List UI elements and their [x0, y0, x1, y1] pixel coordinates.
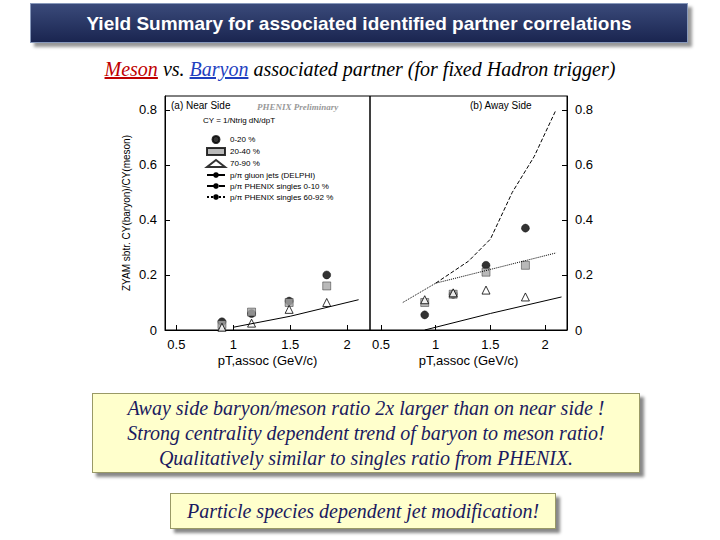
- svg-text:1: 1: [432, 337, 439, 352]
- svg-text:pT,assoc (GeV/c): pT,assoc (GeV/c): [419, 353, 519, 368]
- svg-text:1: 1: [230, 337, 237, 352]
- svg-text:0.5: 0.5: [372, 337, 390, 352]
- svg-text:1.5: 1.5: [281, 337, 299, 352]
- svg-text:0-20 %: 0-20 %: [230, 135, 255, 144]
- svg-text:0.2: 0.2: [575, 267, 593, 282]
- svg-text:0.6: 0.6: [575, 157, 593, 172]
- svg-text:p/π PHENIX singles 0-10 %: p/π PHENIX singles 0-10 %: [230, 182, 329, 191]
- svg-text:0.2: 0.2: [139, 267, 157, 282]
- svg-text:20-40 %: 20-40 %: [230, 147, 260, 156]
- svg-text:2: 2: [541, 337, 548, 352]
- svg-text:2: 2: [344, 337, 351, 352]
- svg-text:pT,assoc (GeV/c): pT,assoc (GeV/c): [218, 353, 318, 368]
- html-text:Away side baryon/meson ratio 2: Away side baryon/meson ratio 2x larger t…: [127, 397, 605, 419]
- svg-text:0.8: 0.8: [575, 102, 593, 117]
- svg-text:0.6: 0.6: [139, 157, 157, 172]
- svg-text:1.5: 1.5: [481, 337, 499, 352]
- svg-text:ZYAM sbtr. CY(baryon)/CY(meson: ZYAM sbtr. CY(baryon)/CY(meson): [121, 135, 132, 291]
- html-text:Strong centrality dependent tr: Strong centrality dependent trend of bar…: [127, 422, 605, 444]
- svg-text:0.4: 0.4: [139, 212, 157, 227]
- svg-text:(a) Near Side: (a) Near Side: [171, 100, 231, 111]
- svg-text:0.4: 0.4: [575, 212, 593, 227]
- svg-text:70-90 %: 70-90 %: [230, 159, 260, 168]
- svg-text:CY = 1/Ntrig dN/dpT: CY = 1/Ntrig dN/dpT: [203, 116, 275, 125]
- svg-text:PHENIX Preliminary: PHENIX Preliminary: [257, 102, 339, 112]
- svg-text:0: 0: [575, 323, 582, 338]
- html-text:Particle species dependent jet: Particle species dependent jet modificat…: [186, 500, 540, 522]
- svg-text:p/π gluon jets (DELPHI): p/π gluon jets (DELPHI): [230, 171, 315, 180]
- html-text:Qualitatively similar to singl: Qualitatively similar to singles ratio f…: [158, 447, 574, 469]
- svg-text:(b) Away Side: (b) Away Side: [470, 100, 532, 111]
- svg-text:0.5: 0.5: [167, 337, 185, 352]
- html-text:Meson vs. Baryon associated pa: Meson vs. Baryon associated partner (for…: [104, 58, 616, 80]
- html-text:Yield Summary for associated i: Yield Summary for associated identified …: [86, 13, 632, 34]
- svg-text:0: 0: [150, 323, 157, 338]
- svg-text:p/π PHENIX singles 60-92 %: p/π PHENIX singles 60-92 %: [230, 193, 333, 202]
- svg-text:0.8: 0.8: [139, 102, 157, 117]
